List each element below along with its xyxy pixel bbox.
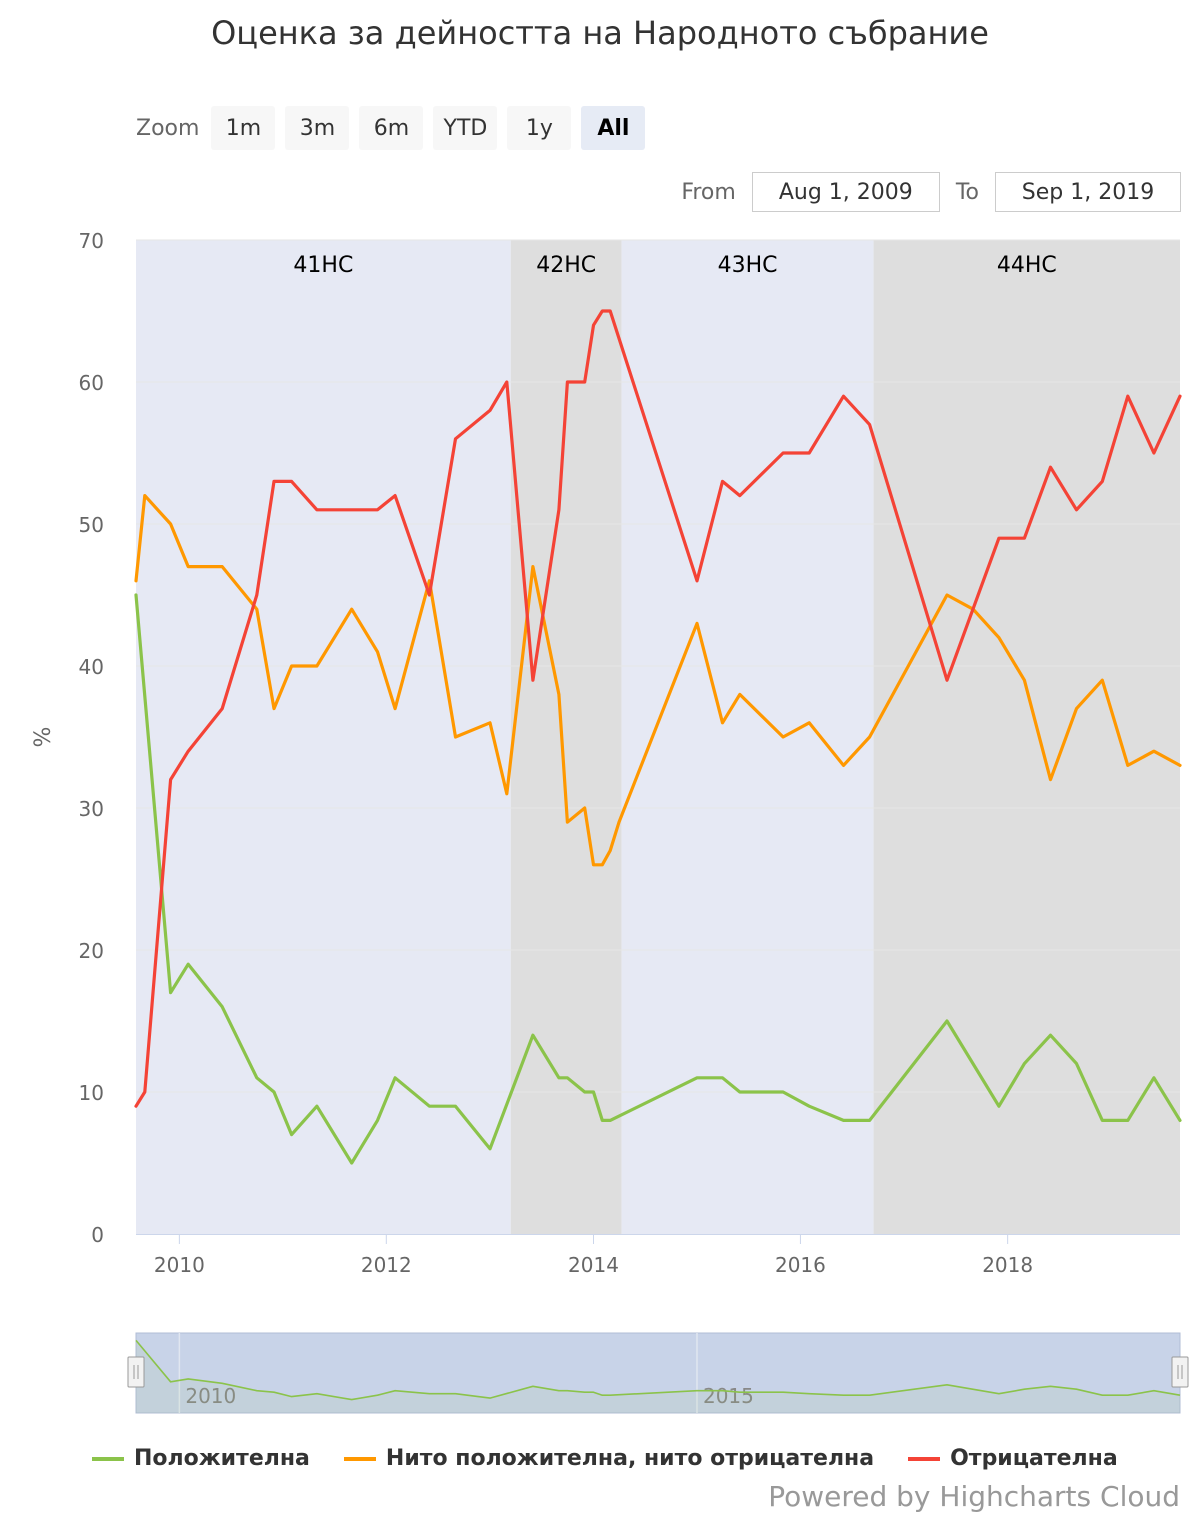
date-range-selector: From Aug 1, 2009 To Sep 1, 2019 [665, 171, 1181, 213]
legend: Положителна Нито положителна, нито отриц… [92, 1446, 1152, 1471]
plot-band-3 [621, 240, 874, 1234]
zoom-6m-button[interactable]: 6m [359, 106, 424, 150]
y-tick-label: 70 [79, 229, 104, 253]
legend-swatch-neutral [343, 1456, 376, 1461]
y-tick-label: 30 [79, 797, 104, 821]
plot-band-label: 41НС [293, 253, 353, 278]
x-tick-label: 2010 [154, 1253, 205, 1277]
series-line-3 [134, 309, 1182, 1108]
zoom-label: Zoom [136, 115, 200, 141]
legend-item-neutral[interactable]: Нито положителна, нито отрицателна [343, 1446, 875, 1471]
legend-item-negative[interactable]: Отрицателна [908, 1446, 1118, 1471]
chart-title: Оценка за дейността на Народното събрани… [211, 14, 989, 52]
legend-label-neutral: Нито положителна, нито отрицателна [385, 1446, 875, 1471]
navigator-tick-label: 2015 [703, 1384, 754, 1408]
zoom-3m-button[interactable]: 3m [285, 106, 350, 150]
legend-swatch-negative [908, 1456, 941, 1461]
y-tick-label: 20 [79, 939, 104, 963]
range-to-input[interactable]: Sep 1, 2019 [995, 172, 1181, 212]
y-tick-label: 10 [79, 1081, 104, 1105]
zoom-all-button[interactable]: All [581, 106, 646, 150]
credits-link[interactable]: Powered by Highcharts Cloud [768, 1480, 1180, 1513]
zoom-1y-button[interactable]: 1y [507, 106, 572, 150]
navigator-series-line [135, 1339, 1181, 1401]
range-from-input[interactable]: Aug 1, 2009 [751, 172, 940, 212]
range-from-label: From [681, 179, 736, 205]
y-axis-title: % [31, 727, 56, 748]
legend-item-positive[interactable]: Положителна [92, 1446, 310, 1471]
navigator-handle-body [127, 1356, 145, 1388]
zoom-bar: Zoom 1m 3m 6m YTD 1y All [136, 106, 655, 150]
y-tick-label: 0 [91, 1223, 104, 1247]
legend-swatch-positive [92, 1456, 124, 1461]
plot-band-label: 43НС [718, 253, 778, 278]
plot-band-4 [873, 240, 1180, 1234]
zoom-ytd-button[interactable]: YTD [433, 106, 498, 150]
navigator-handle-right[interactable] [1171, 1356, 1189, 1388]
range-to-label: To [955, 179, 979, 205]
legend-label-negative: Отрицателна [950, 1446, 1118, 1471]
y-tick-label: 60 [79, 371, 104, 395]
x-tick-label: 2016 [775, 1253, 826, 1277]
navigator-handle-left[interactable] [127, 1356, 145, 1388]
plot-band-label: 44НС [997, 253, 1057, 278]
x-tick-label: 2012 [361, 1253, 412, 1277]
y-tick-label: 50 [79, 513, 104, 537]
navigator-mask [135, 1332, 1181, 1414]
x-tick-label: 2018 [982, 1253, 1033, 1277]
series-line-2 [134, 494, 1182, 867]
navigator-tick-label: 2010 [185, 1384, 236, 1408]
chart-canvas: 41НС 42НС 43НС 44НС 0 10 20 30 40 50 60 70% 2010 2012… [31, 229, 1189, 1414]
navigator-handle-body [1171, 1356, 1189, 1388]
legend-label-positive: Положителна [134, 1446, 310, 1471]
navigator-series-area [136, 1340, 1180, 1413]
y-tick-label: 40 [79, 655, 104, 679]
plot-band-label: 42НС [536, 253, 596, 278]
zoom-1m-button[interactable]: 1m [211, 106, 276, 150]
series-line-1 [134, 593, 1182, 1165]
x-tick-label: 2014 [568, 1253, 619, 1277]
